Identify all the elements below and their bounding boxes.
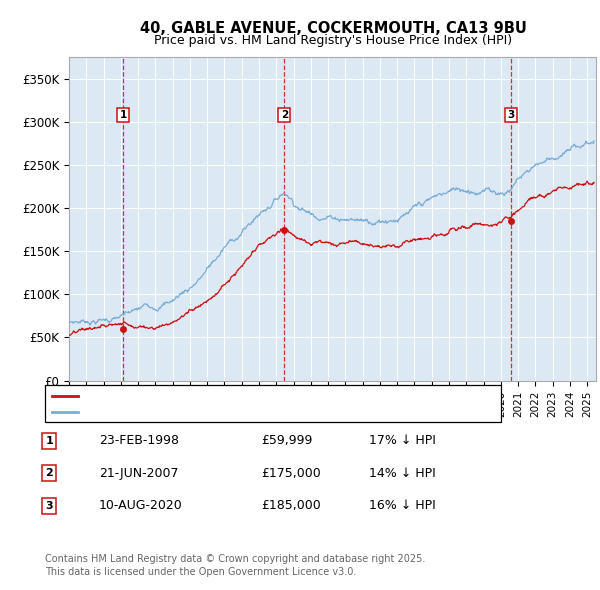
Text: Contains HM Land Registry data © Crown copyright and database right 2025.
This d: Contains HM Land Registry data © Crown c… — [45, 554, 425, 577]
Text: £175,000: £175,000 — [261, 467, 321, 480]
Text: £185,000: £185,000 — [261, 499, 321, 512]
Text: 3: 3 — [46, 501, 53, 510]
Text: HPI: Average price, detached house, Cumberland: HPI: Average price, detached house, Cumb… — [85, 407, 360, 417]
Text: 1: 1 — [119, 110, 127, 120]
Text: 17% ↓ HPI: 17% ↓ HPI — [369, 434, 436, 447]
Text: 23-FEB-1998: 23-FEB-1998 — [99, 434, 179, 447]
Text: 16% ↓ HPI: 16% ↓ HPI — [369, 499, 436, 512]
Text: 3: 3 — [508, 110, 515, 120]
Text: 2: 2 — [46, 468, 53, 478]
Text: £59,999: £59,999 — [261, 434, 313, 447]
Text: Price paid vs. HM Land Registry's House Price Index (HPI): Price paid vs. HM Land Registry's House … — [154, 34, 512, 47]
Text: 40, GABLE AVENUE, COCKERMOUTH, CA13 9BU (detached house): 40, GABLE AVENUE, COCKERMOUTH, CA13 9BU … — [85, 391, 451, 401]
Text: 1: 1 — [46, 436, 53, 445]
Text: 14% ↓ HPI: 14% ↓ HPI — [369, 467, 436, 480]
Text: 21-JUN-2007: 21-JUN-2007 — [99, 467, 179, 480]
Text: 40, GABLE AVENUE, COCKERMOUTH, CA13 9BU: 40, GABLE AVENUE, COCKERMOUTH, CA13 9BU — [140, 21, 526, 35]
Text: 10-AUG-2020: 10-AUG-2020 — [99, 499, 183, 512]
Text: 2: 2 — [281, 110, 288, 120]
